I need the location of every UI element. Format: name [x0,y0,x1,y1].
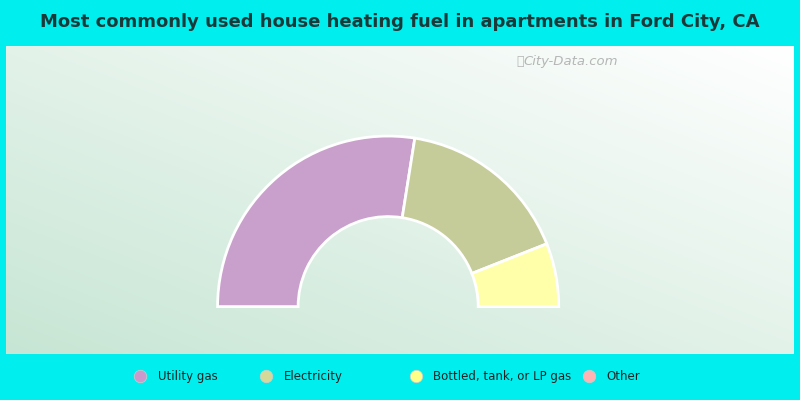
Wedge shape [402,138,546,274]
Text: Utility gas: Utility gas [158,370,218,382]
Text: Electricity: Electricity [283,370,342,382]
Wedge shape [472,244,558,307]
Text: Most commonly used house heating fuel in apartments in Ford City, CA: Most commonly used house heating fuel in… [40,13,760,31]
Text: Bottled, tank, or LP gas: Bottled, tank, or LP gas [433,370,571,382]
Text: City-Data.com: City-Data.com [523,55,618,68]
Text: ⦾: ⦾ [516,55,523,68]
Wedge shape [218,136,415,307]
Text: Other: Other [606,370,640,382]
